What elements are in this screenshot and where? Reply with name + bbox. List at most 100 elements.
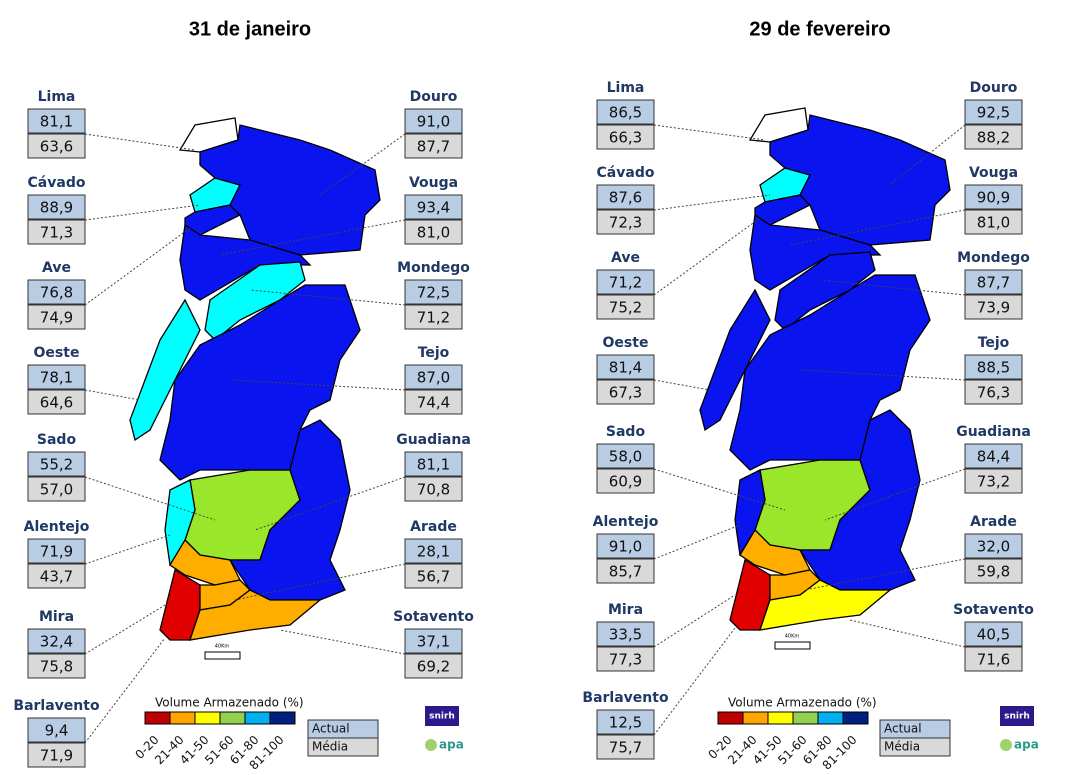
media-value: 60,9 xyxy=(609,473,642,491)
basin-name: Tejo xyxy=(418,345,450,361)
actual-box xyxy=(27,628,86,654)
media-box xyxy=(596,294,655,320)
media-value: 56,7 xyxy=(417,568,450,586)
actual-box xyxy=(404,108,463,134)
leader-line xyxy=(219,219,406,256)
media-box xyxy=(964,209,1023,235)
media-value: 71,9 xyxy=(40,747,73,765)
basin-region xyxy=(798,409,921,591)
media-value: 59,8 xyxy=(977,563,1010,581)
media-box xyxy=(404,563,463,589)
legend-swatch xyxy=(742,711,769,725)
leader-line xyxy=(84,637,166,744)
media-box xyxy=(964,379,1023,405)
media-value: 57,0 xyxy=(40,481,73,499)
media-box xyxy=(404,219,463,245)
basin-region xyxy=(189,589,322,641)
actual-value: 37,1 xyxy=(417,633,450,651)
actual-value: 58,0 xyxy=(609,448,642,466)
legend-media xyxy=(307,737,379,757)
logo-snirh-bg xyxy=(1000,706,1034,726)
legend-swatch xyxy=(144,711,171,725)
media-box xyxy=(27,742,86,768)
logo-snirh: snirh xyxy=(429,712,455,722)
media-value: 73,2 xyxy=(977,473,1010,491)
media-value: 63,6 xyxy=(40,138,73,156)
leader-line xyxy=(84,476,216,521)
actual-value: 88,5 xyxy=(977,359,1010,377)
actual-box xyxy=(404,538,463,564)
basin-name: Alentejo xyxy=(24,519,90,535)
actual-value: 12,5 xyxy=(609,714,642,732)
media-box xyxy=(27,389,86,415)
media-box xyxy=(27,219,86,245)
leader-line xyxy=(254,476,406,531)
legend-swatch xyxy=(244,711,271,725)
basin-name: Sado xyxy=(37,432,77,448)
basin-name: Arade xyxy=(410,519,457,535)
media-box xyxy=(596,558,655,584)
basin-region xyxy=(178,117,239,153)
basin-region xyxy=(759,579,892,631)
media-value: 69,2 xyxy=(417,658,450,676)
map: 40Km xyxy=(129,117,381,660)
leader-line xyxy=(84,133,196,151)
actual-box xyxy=(964,354,1023,380)
leader-line xyxy=(279,629,406,655)
basin-name: Cávado xyxy=(597,165,655,181)
logo-apa-icon xyxy=(425,739,437,751)
actual-box xyxy=(596,533,655,559)
legend-media-label: Média xyxy=(312,740,348,754)
actual-value: 90,9 xyxy=(977,189,1010,207)
media-box xyxy=(27,304,86,330)
leader-line xyxy=(653,379,711,391)
legend-actual-label: Actual xyxy=(884,722,922,736)
basin-name: Mira xyxy=(608,602,643,618)
media-value: 74,9 xyxy=(40,309,73,327)
actual-box xyxy=(404,279,463,305)
basin-name: Guadiana xyxy=(956,424,1031,440)
actual-box xyxy=(596,621,655,647)
actual-box xyxy=(27,364,86,390)
media-box xyxy=(964,294,1023,320)
media-value: 81,0 xyxy=(977,214,1010,232)
media-value: 71,3 xyxy=(40,224,73,242)
basin-name: Lima xyxy=(607,80,645,96)
leader-line xyxy=(319,133,406,196)
actual-value: 93,4 xyxy=(417,199,450,217)
basin-region xyxy=(159,284,361,481)
legend-swatch xyxy=(169,711,196,725)
scale-label: 40Km xyxy=(785,634,800,640)
media-value: 71,2 xyxy=(417,309,450,327)
legend-title: Volume Armazenado (%) xyxy=(155,696,304,710)
actual-value: 71,9 xyxy=(40,543,73,561)
actual-value: 81,1 xyxy=(40,113,73,131)
basin-region xyxy=(748,107,809,143)
actual-value: 71,2 xyxy=(609,274,642,292)
actual-value: 76,8 xyxy=(40,284,73,302)
media-box xyxy=(964,558,1023,584)
basin-name: Cávado xyxy=(28,175,86,191)
scale-bar xyxy=(774,641,811,650)
legend-swatch xyxy=(717,711,744,725)
basin-region xyxy=(199,124,381,256)
actual-box xyxy=(596,184,655,210)
basin-name: Mira xyxy=(39,609,74,625)
leader-line xyxy=(84,204,201,221)
legend-media-label: Média xyxy=(884,740,920,754)
media-box xyxy=(27,133,86,159)
media-box xyxy=(596,734,655,760)
leader-line xyxy=(653,468,786,511)
actual-box xyxy=(27,538,86,564)
basin-name: Sotavento xyxy=(953,602,1034,618)
actual-value: 92,5 xyxy=(977,104,1010,122)
map: 40Km xyxy=(699,107,951,650)
media-box xyxy=(596,209,655,235)
basin-region xyxy=(769,114,951,246)
actual-value: 81,1 xyxy=(417,456,450,474)
basin-region xyxy=(228,419,351,601)
media-value: 85,7 xyxy=(609,563,642,581)
media-value: 70,8 xyxy=(417,481,450,499)
media-value: 67,3 xyxy=(609,384,642,402)
legend-swatch xyxy=(219,711,246,725)
